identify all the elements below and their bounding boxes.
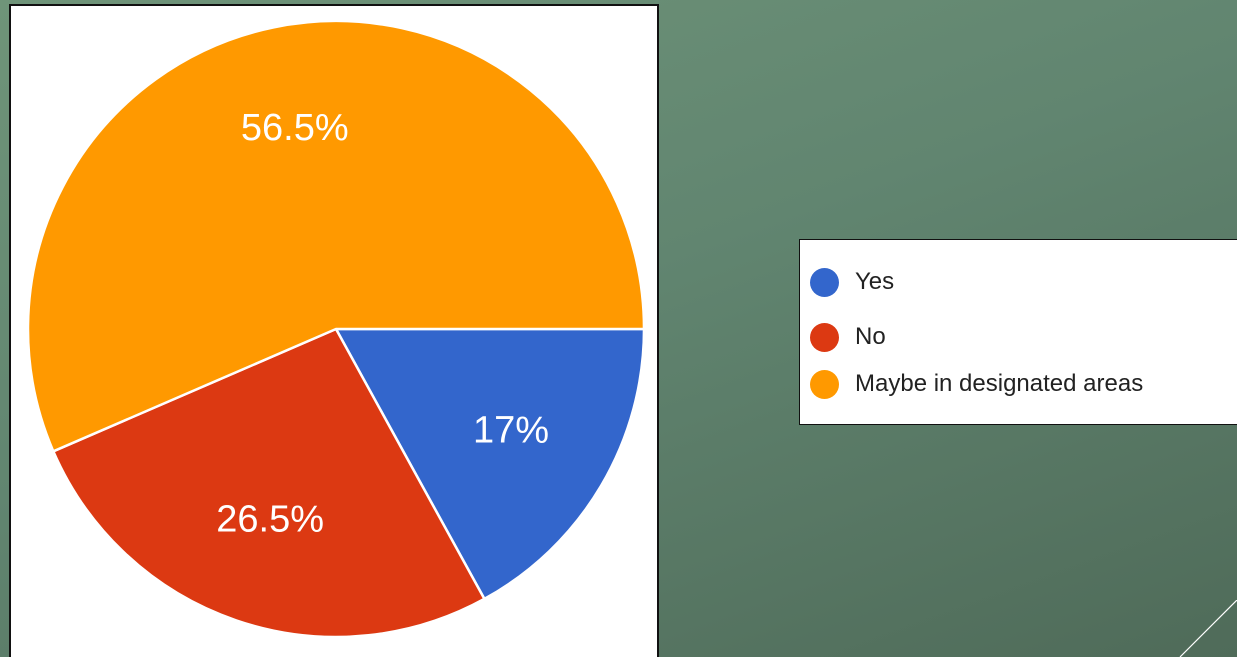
legend-label-maybe: Maybe in designated areas bbox=[855, 370, 1144, 397]
legend-swatch-no bbox=[810, 322, 839, 352]
legend-label-yes: Yes bbox=[855, 268, 895, 295]
chart-legend: Yes No Maybe in designated areas bbox=[799, 239, 1237, 425]
pie-chart: 17% 26.5% 56.5% bbox=[26, 19, 646, 639]
pie-label-yes: 17% bbox=[473, 410, 549, 452]
legend-swatch-maybe bbox=[810, 369, 839, 399]
pie-slice-yes bbox=[334, 327, 646, 601]
legend-item-yes: Yes bbox=[810, 267, 894, 297]
pie-label-maybe-in-designated-areas: 56.5% bbox=[241, 107, 349, 149]
pie-slice-maybe-in-designated-areas bbox=[26, 19, 646, 453]
pie-label-no: 26.5% bbox=[216, 498, 324, 540]
pie-chart-panel: 17% 26.5% 56.5% bbox=[9, 4, 659, 657]
legend-item-maybe: Maybe in designated areas bbox=[810, 369, 1143, 399]
legend-swatch-yes bbox=[810, 267, 839, 297]
corner-decoration-line bbox=[1179, 600, 1237, 657]
legend-label-no: No bbox=[855, 323, 886, 350]
legend-item-no: No bbox=[810, 322, 886, 352]
